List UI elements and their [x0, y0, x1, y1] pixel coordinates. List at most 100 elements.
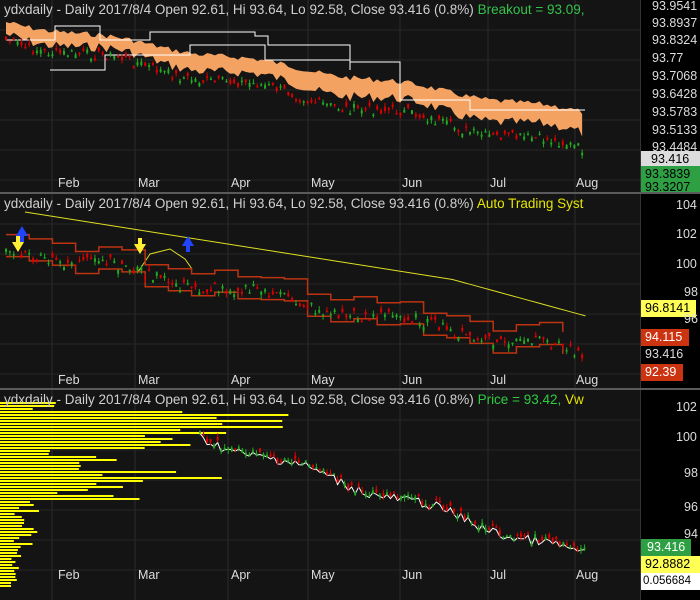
candle-body [97, 47, 100, 51]
buy-signal-arrow [134, 238, 146, 254]
candle-body [480, 340, 483, 342]
breakout-badge-2: 93.3207 [641, 181, 700, 192]
candle-body [283, 85, 286, 89]
candle-body [35, 259, 38, 262]
candle-body [418, 324, 421, 327]
volume-profile-bar [0, 453, 49, 455]
volume-profile-bar [0, 447, 145, 449]
candle-body [132, 269, 135, 274]
volume-profile-bar [0, 426, 283, 428]
candle-body [511, 342, 514, 345]
candle-body [411, 110, 413, 115]
candle-body [264, 289, 267, 292]
close-price-label: 93.416 [645, 347, 684, 361]
volume-profile-bar [0, 528, 34, 530]
price-axis[interactable] [640, 194, 700, 388]
x-tick-label: Jul [490, 568, 506, 582]
candle-body [577, 143, 580, 146]
candle-body [151, 62, 154, 65]
candle-body [542, 141, 545, 144]
candle-body [237, 447, 240, 449]
candle-body [557, 341, 560, 343]
volume-profile-plot-area[interactable]: ydxdaily - Daily 2017/8/4 Open 92.61, Hi… [0, 390, 640, 600]
channel-lower-badge: 92.39 [641, 364, 683, 381]
candle-body [511, 129, 514, 133]
volume-profile-bar [0, 486, 123, 488]
candle-body [295, 304, 297, 306]
breakout-plot-area[interactable]: ydxdaily - Daily 2017/8/4 Open 92.61, Hi… [0, 0, 640, 192]
candle-body [538, 336, 541, 339]
candle-body [12, 254, 15, 256]
candle-body [198, 83, 201, 87]
candle-body [333, 473, 336, 476]
candle-body [385, 492, 388, 495]
candle-body [356, 318, 359, 323]
candle-body [368, 495, 371, 498]
candle-body [63, 267, 65, 271]
candle-body [353, 104, 355, 108]
candle-body [28, 43, 31, 45]
candle-body [503, 130, 506, 134]
pane-breakout: ydxdaily - Daily 2017/8/4 Open 92.61, Hi… [0, 0, 700, 192]
candle-body [507, 132, 510, 135]
pane-divider[interactable] [0, 388, 700, 390]
candle-body [310, 302, 313, 305]
candle-body [407, 104, 410, 109]
candle-body [43, 48, 46, 51]
candle-body [383, 314, 386, 317]
pane-divider[interactable] [0, 192, 700, 194]
candle-body [422, 327, 425, 331]
candle-body [546, 137, 549, 140]
candle-body [376, 106, 379, 110]
candle-body [136, 266, 139, 271]
candle-body [248, 454, 251, 456]
candle-body [345, 102, 348, 107]
candle-body [155, 272, 158, 276]
candle-body [577, 347, 580, 351]
candle-body [557, 146, 560, 148]
candle-body [329, 313, 332, 316]
volume-profile-bar [0, 474, 103, 476]
candle-body [515, 338, 518, 342]
volume-profile-bar [0, 420, 283, 422]
candle-body [418, 114, 421, 118]
candle-body [248, 82, 251, 87]
candle-body [209, 78, 212, 81]
pane-title-text: ydxdaily - Daily 2017/8/4 Open 92.61, Hi… [4, 392, 474, 407]
candle-body [329, 473, 332, 475]
candle-body [428, 506, 431, 509]
candle-body [109, 253, 112, 258]
candle-body [426, 318, 429, 323]
volume-profile-bar [0, 504, 34, 506]
candle-body [424, 503, 427, 506]
candle-body [322, 469, 325, 472]
candle-body [438, 115, 441, 119]
candle-body [148, 268, 151, 271]
candle-body [306, 305, 309, 309]
y-tick-label: 93.7068 [652, 69, 698, 83]
candle-body [101, 259, 104, 262]
candle-body [74, 54, 77, 59]
auto-trading-plot-area[interactable]: ydxdaily - Daily 2017/8/4 Open 92.61, Hi… [0, 194, 640, 388]
vwap-badge: 92.8882 [641, 556, 700, 573]
candle-body [371, 490, 374, 494]
volume-profile-bar [0, 414, 289, 416]
volume-profile-bar [0, 546, 21, 548]
volume-profile-bar [0, 483, 97, 485]
channel-upper-line [6, 233, 564, 332]
candle-body [488, 527, 491, 531]
candle-body [502, 537, 505, 539]
candle-body [264, 84, 267, 89]
candle-body [206, 289, 209, 293]
candle-body [206, 76, 209, 78]
volume-profile-bar [0, 429, 181, 431]
candle-body [124, 265, 127, 267]
candle-body [530, 343, 533, 346]
candle-body [445, 325, 448, 330]
candle-body [121, 57, 123, 61]
candle-body [411, 321, 413, 324]
pane-title: ydxdaily - Daily 2017/8/4 Open 92.61, Hi… [4, 2, 585, 17]
candle-body [230, 447, 233, 452]
candle-body [383, 106, 386, 111]
candle-body [400, 495, 403, 500]
